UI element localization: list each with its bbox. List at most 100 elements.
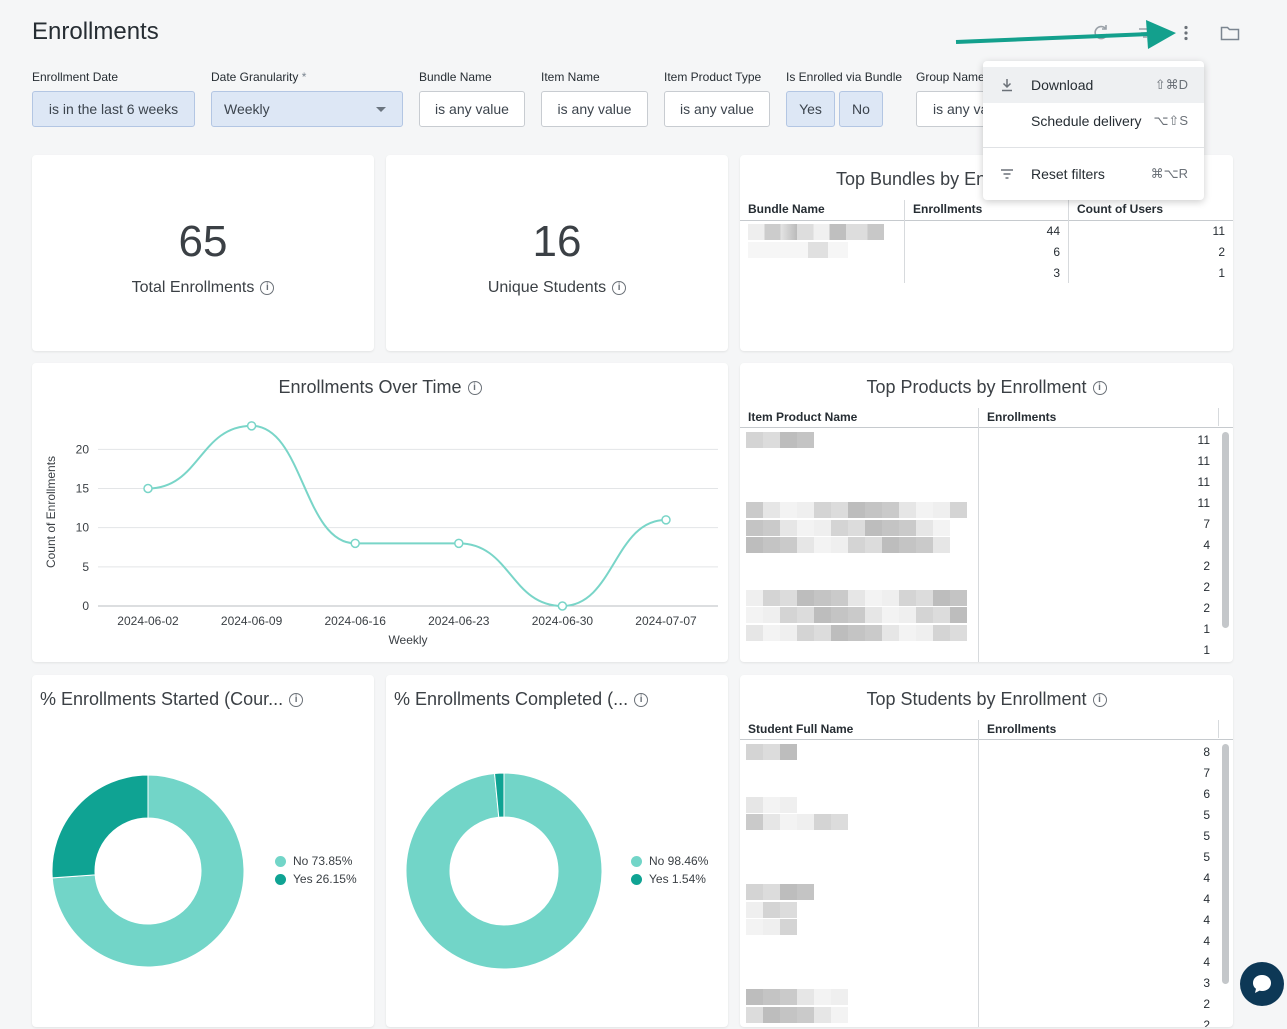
pct-started-donut-chart (51, 774, 245, 968)
table-header-divider (740, 427, 1233, 428)
top-products-title: Top Products by Enrollment i (740, 377, 1233, 398)
menu-item-download[interactable]: Download ⇧⌘D (983, 67, 1204, 103)
chat-support-button[interactable] (1240, 962, 1284, 1006)
data-point (557, 601, 568, 611)
redacted-cell (746, 814, 763, 830)
y-tick-label: 10 (76, 521, 90, 535)
bundle-name-filter[interactable]: is any value (419, 91, 525, 127)
redacted-cell (763, 989, 780, 1005)
info-icon[interactable]: i (634, 693, 649, 708)
info-icon[interactable]: i (260, 280, 275, 295)
item-product-type-filter[interactable]: is any value (664, 91, 770, 127)
redacted-cell (746, 519, 763, 536)
redacted-cell (763, 901, 780, 918)
column-header-count-of-users[interactable]: Count of Users (1077, 202, 1164, 216)
menu-item-shortcut: ⇧⌘D (1154, 77, 1188, 92)
redacted-cell (763, 796, 780, 813)
filter-label-bundle-name: Bundle Name (419, 70, 492, 84)
redacted-cell (831, 989, 848, 1005)
redacted-cell (882, 589, 899, 606)
redacted-cell (916, 519, 933, 536)
enrollment-date-filter[interactable]: is in the last 6 weeks (32, 91, 195, 127)
date-granularity-select[interactable]: Weekly (211, 91, 403, 127)
redacted-cell (899, 537, 916, 553)
legend-label: Yes 1.54% (649, 872, 706, 886)
date-granularity-value: Weekly (224, 101, 270, 117)
filter-label-item-name: Item Name (541, 70, 600, 84)
info-icon[interactable]: i (467, 381, 482, 396)
column-header-enrollments[interactable]: Enrollments (987, 722, 1057, 736)
info-icon[interactable]: i (1092, 693, 1107, 708)
redacted-cell (814, 519, 831, 536)
enrollments-over-time-title: Enrollments Over Time i (32, 377, 728, 398)
redacted-cell (746, 589, 763, 606)
legend-label: No 73.85% (293, 854, 353, 868)
redacted-cell (899, 624, 916, 641)
enrollments-cell: 4 (1203, 892, 1210, 906)
redacted-cell (814, 502, 831, 518)
redacted-cell (763, 589, 780, 606)
item-name-filter[interactable]: is any value (541, 91, 648, 127)
total-enrollments-label-text: Total Enrollments (131, 279, 255, 296)
redacted-cell (814, 989, 831, 1005)
menu-item-label: Schedule delivery (1031, 113, 1142, 129)
bundle-enrollments-cell: 3 (1053, 266, 1060, 280)
y-tick-label: 5 (82, 560, 89, 574)
redacted-cell (933, 607, 950, 623)
redacted-cell (933, 519, 950, 536)
scrollbar-thumb[interactable] (1222, 744, 1229, 984)
redacted-cell (848, 502, 865, 518)
folder-icon[interactable] (1219, 22, 1241, 44)
enrollments-cell: 4 (1203, 934, 1210, 948)
redacted-cell (780, 1006, 797, 1023)
info-icon[interactable]: i (289, 693, 304, 708)
data-point (661, 515, 671, 525)
redacted-cell (763, 744, 780, 760)
column-header-enrollments[interactable]: Enrollments (987, 410, 1057, 424)
column-header-student-full-name[interactable]: Student Full Name (748, 722, 854, 736)
y-tick-label: 15 (76, 482, 90, 496)
redacted-cell (797, 537, 814, 553)
redacted-cell (797, 814, 814, 830)
redacted-cell (797, 607, 814, 623)
menu-item-shortcut: ⌘⌥R (1150, 166, 1188, 181)
menu-item-label: Reset filters (1031, 166, 1105, 182)
scrollbar-thumb[interactable] (1222, 432, 1229, 628)
redacted-cell (780, 432, 797, 448)
enrollments-cell: 4 (1203, 538, 1210, 552)
redacted-cell (831, 1006, 848, 1023)
legend-label: Yes 26.15% (293, 872, 357, 886)
redacted-cell (814, 1006, 831, 1023)
pct-started-title-text: % Enrollments Started (Cour... (40, 689, 284, 709)
info-icon[interactable]: i (612, 280, 627, 295)
redacted-cell (763, 884, 780, 900)
redacted-cell (780, 624, 797, 641)
enrollments-cell: 2 (1203, 580, 1210, 594)
redacted-cell (865, 624, 882, 641)
redacted-cell (746, 901, 763, 918)
column-header-bundle-name[interactable]: Bundle Name (748, 202, 825, 216)
menu-item-shortcut: ⌥⇧S (1153, 113, 1188, 128)
column-header-enrollments[interactable]: Enrollments (913, 202, 983, 216)
bundle-enrollments-cell: 44 (1046, 224, 1060, 238)
enrollments-cell: 1 (1203, 643, 1210, 657)
enrollments-cell: 4 (1203, 871, 1210, 885)
enrolled-via-bundle-no-button[interactable]: No (839, 91, 883, 127)
unique-students-value: 16 (532, 217, 582, 266)
x-tick-label: 2024-06-09 (221, 614, 283, 628)
redacted-cell (899, 607, 916, 623)
redacted-cell (780, 796, 797, 813)
enrolled-via-bundle-yes-button[interactable]: Yes (786, 91, 835, 127)
menu-item-reset-filters[interactable]: Reset filters ⌘⌥R (983, 156, 1204, 192)
menu-item-schedule-delivery[interactable]: Schedule delivery ⌥⇧S (983, 103, 1204, 139)
redacted-cell (746, 989, 763, 1005)
redacted-cell (797, 432, 814, 448)
pct-started-title: % Enrollments Started (Cour... i (40, 689, 304, 710)
top-products-title-text: Top Products by Enrollment (866, 377, 1087, 397)
column-header-item-product-name[interactable]: Item Product Name (748, 410, 858, 424)
redacted-cell (831, 537, 848, 553)
more-options-icon[interactable] (1175, 22, 1197, 44)
enrollments-over-time-title-text: Enrollments Over Time (278, 377, 462, 397)
redacted-cell (831, 502, 848, 518)
info-icon[interactable]: i (1092, 381, 1107, 396)
